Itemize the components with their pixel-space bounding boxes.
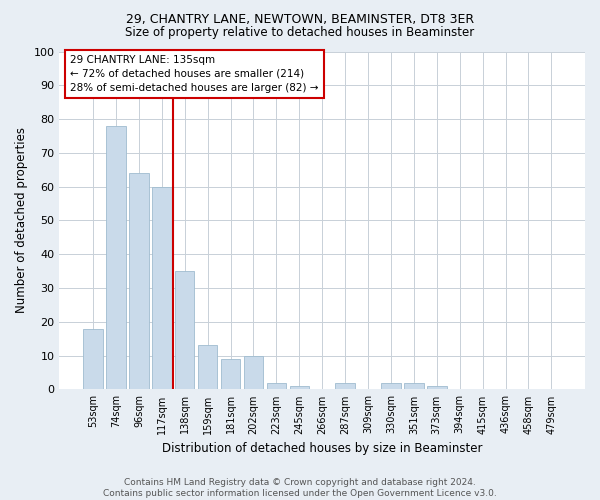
Bar [198, 346, 217, 390]
Bar [266, 382, 286, 390]
Bar [381, 382, 401, 390]
Y-axis label: Number of detached properties: Number of detached properties [15, 128, 28, 314]
Text: Contains HM Land Registry data © Crown copyright and database right 2024.
Contai: Contains HM Land Registry data © Crown c… [103, 478, 497, 498]
Text: 29 CHANTRY LANE: 135sqm
← 72% of detached houses are smaller (214)
28% of semi-d: 29 CHANTRY LANE: 135sqm ← 72% of detache… [70, 55, 319, 93]
Bar [244, 356, 263, 390]
X-axis label: Distribution of detached houses by size in Beaminster: Distribution of detached houses by size … [162, 442, 482, 455]
Bar [175, 271, 194, 390]
Bar [404, 382, 424, 390]
Bar [106, 126, 126, 390]
Bar [221, 359, 240, 390]
Bar [83, 328, 103, 390]
Bar [129, 173, 149, 390]
Bar [335, 382, 355, 390]
Bar [290, 386, 309, 390]
Bar [427, 386, 446, 390]
Text: Size of property relative to detached houses in Beaminster: Size of property relative to detached ho… [125, 26, 475, 39]
Text: 29, CHANTRY LANE, NEWTOWN, BEAMINSTER, DT8 3ER: 29, CHANTRY LANE, NEWTOWN, BEAMINSTER, D… [126, 12, 474, 26]
Bar [152, 186, 172, 390]
